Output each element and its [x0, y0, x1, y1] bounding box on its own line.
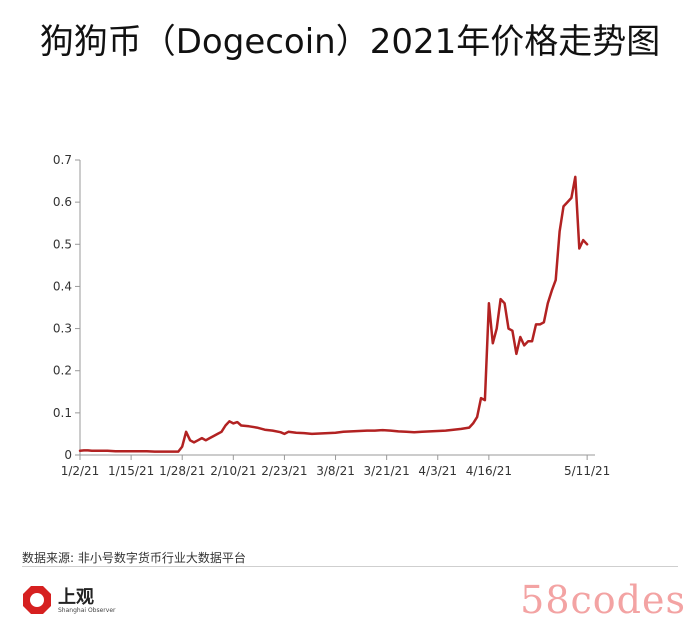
data-source-note: 数据来源: 非小号数字货币行业大数据平台	[22, 551, 246, 565]
watermark: 58codes	[520, 578, 686, 622]
x-tick-label: 3/8/21	[316, 464, 355, 478]
y-axis: 0 0.1 0.2 0.3 0.4 0.5 0.6 0.7	[53, 153, 81, 462]
footer-divider	[22, 566, 678, 567]
x-tick-label: 4/3/21	[418, 464, 457, 478]
series-layer	[78, 175, 589, 453]
chart-title: 狗狗币（Dogecoin）2021年价格走势图	[39, 22, 661, 62]
y-tick-label: 0.2	[53, 364, 72, 378]
x-tick-label: 2/10/21	[210, 464, 256, 478]
y-tick-label: 0.5	[53, 237, 72, 251]
logo-subtitle: Shanghai Observer	[58, 607, 116, 614]
y-tick-label: 0.7	[53, 153, 72, 167]
x-tick-label: 1/28/21	[159, 464, 205, 478]
y-tick-label: 0	[64, 448, 72, 462]
x-axis: 1/2/21 1/15/21 1/28/21 2/10/21 2/23/21 3/8/21…	[61, 454, 610, 478]
y-tick-label: 0.4	[53, 279, 72, 293]
x-tick-label: 2/23/21	[261, 464, 307, 478]
y-tick-label: 0.3	[53, 322, 72, 336]
x-tick-label: 4/16/21	[466, 464, 512, 478]
line-chart: 0 0.1 0.2 0.3 0.4 0.5 0.6 0.7 1/2/21 1/15/21 1/28…	[53, 153, 610, 478]
x-tick-label: 1/15/21	[108, 464, 154, 478]
price-line	[78, 175, 589, 453]
x-tick-label: 3/21/21	[364, 464, 410, 478]
octagon-logo-icon	[23, 586, 51, 614]
logo-name: 上观	[58, 587, 94, 608]
y-tick-label: 0.1	[53, 406, 72, 420]
y-tick-label: 0.6	[53, 195, 72, 209]
x-tick-label: 1/2/21	[61, 464, 100, 478]
x-tick-label: 5/11/21	[564, 464, 610, 478]
